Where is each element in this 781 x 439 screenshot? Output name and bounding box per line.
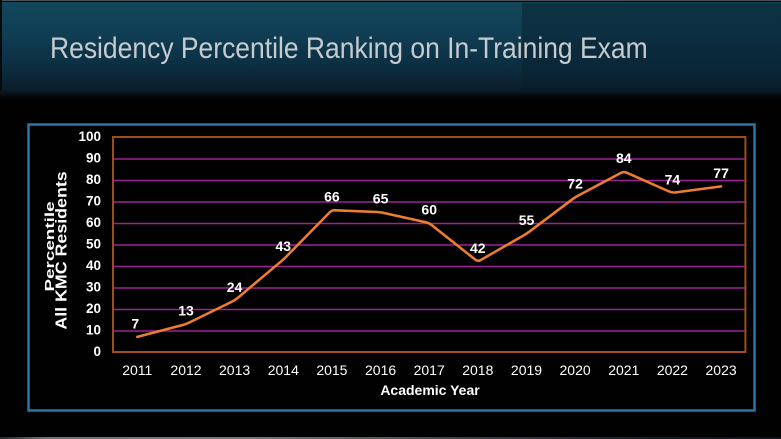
svg-text:50: 50 <box>86 237 101 252</box>
svg-text:24: 24 <box>227 279 243 295</box>
svg-text:42: 42 <box>470 240 486 256</box>
svg-text:30: 30 <box>86 280 101 295</box>
svg-text:77: 77 <box>713 165 729 181</box>
svg-text:2021: 2021 <box>608 362 639 378</box>
svg-text:Academic Year: Academic Year <box>380 382 480 398</box>
svg-text:2022: 2022 <box>657 362 688 378</box>
svg-text:84: 84 <box>616 150 632 166</box>
svg-text:20: 20 <box>86 301 101 316</box>
svg-text:74: 74 <box>665 171 681 187</box>
svg-text:60: 60 <box>421 201 437 217</box>
svg-text:70: 70 <box>86 194 101 209</box>
svg-text:7: 7 <box>131 315 139 331</box>
svg-text:All KMC Residents: All KMC Residents <box>53 171 71 329</box>
svg-text:40: 40 <box>86 258 101 273</box>
svg-text:65: 65 <box>373 191 389 207</box>
svg-text:10: 10 <box>86 323 101 338</box>
svg-text:66: 66 <box>324 189 340 205</box>
svg-text:2020: 2020 <box>560 362 591 378</box>
svg-text:43: 43 <box>276 238 292 254</box>
svg-text:0: 0 <box>93 344 101 359</box>
svg-text:2015: 2015 <box>316 362 347 378</box>
svg-text:2014: 2014 <box>268 362 299 378</box>
svg-text:55: 55 <box>519 212 535 228</box>
svg-text:100: 100 <box>78 129 101 144</box>
svg-text:2017: 2017 <box>414 362 445 378</box>
svg-text:2019: 2019 <box>511 362 542 378</box>
svg-text:2013: 2013 <box>219 362 250 378</box>
svg-text:Percentile: Percentile <box>43 201 57 291</box>
svg-text:60: 60 <box>86 215 101 230</box>
svg-text:80: 80 <box>86 172 101 187</box>
svg-text:13: 13 <box>178 303 194 319</box>
svg-text:90: 90 <box>86 151 101 166</box>
svg-text:72: 72 <box>567 176 583 192</box>
svg-text:2012: 2012 <box>170 362 201 378</box>
svg-text:2023: 2023 <box>706 362 737 378</box>
svg-text:2016: 2016 <box>365 362 396 378</box>
svg-text:2011: 2011 <box>122 362 152 378</box>
svg-text:2018: 2018 <box>462 362 493 378</box>
